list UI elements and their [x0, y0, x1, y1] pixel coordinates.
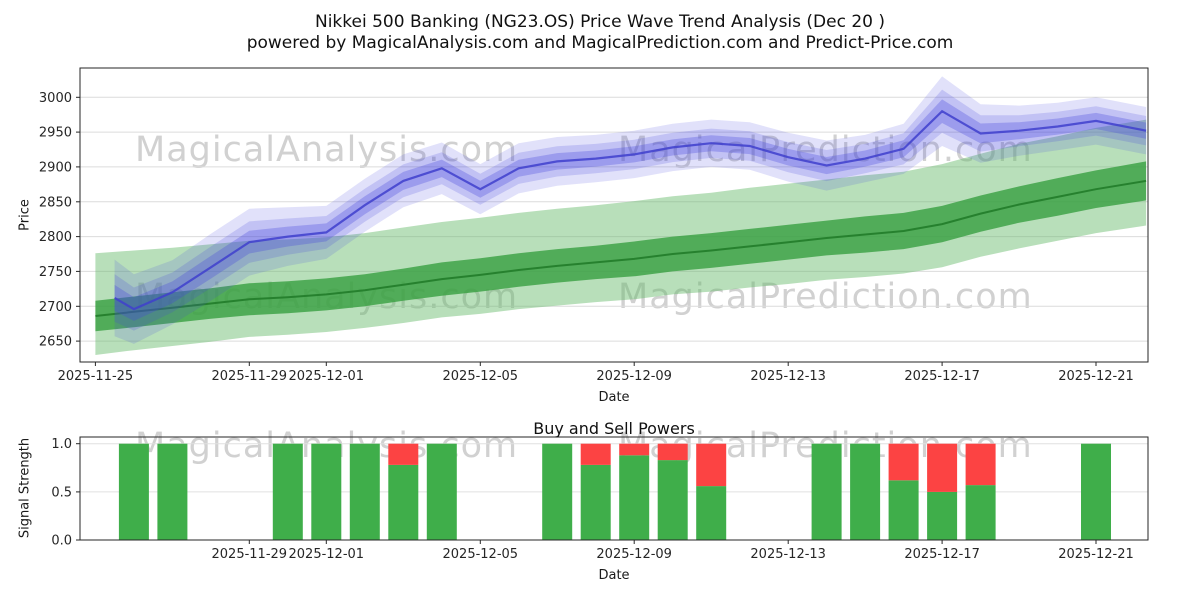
buy-bar — [388, 464, 419, 540]
signal-strength-axis-label: Signal Strength — [17, 437, 33, 539]
sell-bar — [927, 443, 958, 492]
buy-bar — [696, 486, 727, 540]
x-tick-label: 2025-12-21 — [1058, 547, 1134, 562]
buy-bar — [426, 443, 457, 540]
y-tick-label: 1.0 — [51, 437, 72, 452]
x-tick-label: 2025-12-17 — [904, 547, 980, 562]
price-chart: 2650 2700 2750 2800 2850 2900 2950 3000 2025-11-… — [39, 67, 1149, 384]
chart-subtitle: powered by MagicalAnalysis.com and Magic… — [246, 33, 954, 53]
y-tick-label: 3000 — [39, 91, 72, 106]
x-tick-label: 2025-12-05 — [443, 369, 519, 384]
x-tick-label: 2025-11-29 — [212, 369, 288, 384]
x-tick-label: 2025-12-09 — [596, 547, 672, 562]
x-tick-label: 2025-12-01 — [289, 369, 365, 384]
buy-bar — [542, 443, 573, 540]
x-tick-label: 2025-12-09 — [596, 369, 672, 384]
x-tick-label: 2025-12-17 — [904, 369, 980, 384]
green-inner-band — [95, 161, 1147, 332]
buy-bar — [157, 443, 188, 540]
buy-bar — [965, 485, 996, 540]
buy-bar — [1081, 443, 1111, 540]
x-tick-label: 2025-12-13 — [750, 369, 826, 384]
watermark-magicalprediction: MagicalPrediction.com — [618, 130, 1033, 170]
y-tick-label: 2650 — [39, 335, 72, 350]
blue-wave-band-0 — [114, 76, 1147, 344]
chart-title: Nikkei 500 Banking (NG23.OS) Price Wave … — [314, 12, 886, 32]
y-tick-label: 2800 — [39, 230, 72, 245]
plot-border — [79, 436, 1149, 541]
y-tick-label: 2750 — [39, 265, 72, 280]
buy-bar — [927, 491, 958, 540]
buy-bar — [580, 464, 611, 540]
buy-bar — [349, 443, 380, 540]
watermark-magicalanalysis: MagicalAnalysis.com — [135, 130, 519, 170]
plot-border — [79, 67, 1149, 363]
x-tick-label: 2025-12-05 — [443, 547, 519, 562]
buy-bar — [888, 480, 919, 540]
sell-bar — [388, 443, 419, 465]
y-tick-label: 2700 — [39, 300, 72, 315]
sell-bar — [696, 443, 727, 487]
buy-bar — [311, 443, 342, 540]
watermark-magicalprediction: MagicalPrediction.com — [618, 277, 1033, 317]
buy-bar — [657, 460, 688, 540]
date-axis-label-top: Date — [598, 390, 630, 405]
y-tick-label: 2950 — [39, 126, 72, 141]
x-tick-label: 2025-12-21 — [1058, 369, 1134, 384]
buy-sell-chart: 0.0 0.5 1.0 2025-11-29 2025-12-01 2025-12-05 2… — [51, 436, 1149, 562]
green-center-line — [95, 179, 1147, 317]
y-tick-label: 0.0 — [51, 534, 72, 549]
buy-bar — [811, 443, 842, 540]
date-axis-label-bottom: Date — [598, 568, 630, 583]
x-tick-label: 2025-12-01 — [289, 547, 365, 562]
y-tick-label: 2900 — [39, 160, 72, 175]
blue-wave-band-2 — [114, 99, 1147, 321]
sell-bar — [965, 443, 996, 486]
x-tick-label: 2025-12-13 — [750, 547, 826, 562]
sell-bar — [580, 443, 611, 465]
x-tick-label: 2025-11-25 — [58, 369, 134, 384]
x-tick-label: 2025-11-29 — [212, 547, 288, 562]
blue-wave-band-1 — [114, 89, 1147, 331]
price-axis-label: Price — [17, 199, 33, 231]
buy-bar — [619, 455, 650, 540]
buy-bar — [850, 443, 881, 540]
sell-bar — [619, 443, 650, 456]
buy-bar — [118, 443, 149, 540]
y-tick-label: 0.5 — [51, 485, 72, 500]
sell-bar — [657, 443, 688, 461]
blue-center-line — [114, 109, 1147, 311]
buy-sell-chart-title: Buy and Sell Powers — [533, 419, 695, 438]
buy-bar — [272, 443, 303, 540]
sell-bar — [888, 443, 919, 481]
y-tick-label: 2850 — [39, 195, 72, 210]
